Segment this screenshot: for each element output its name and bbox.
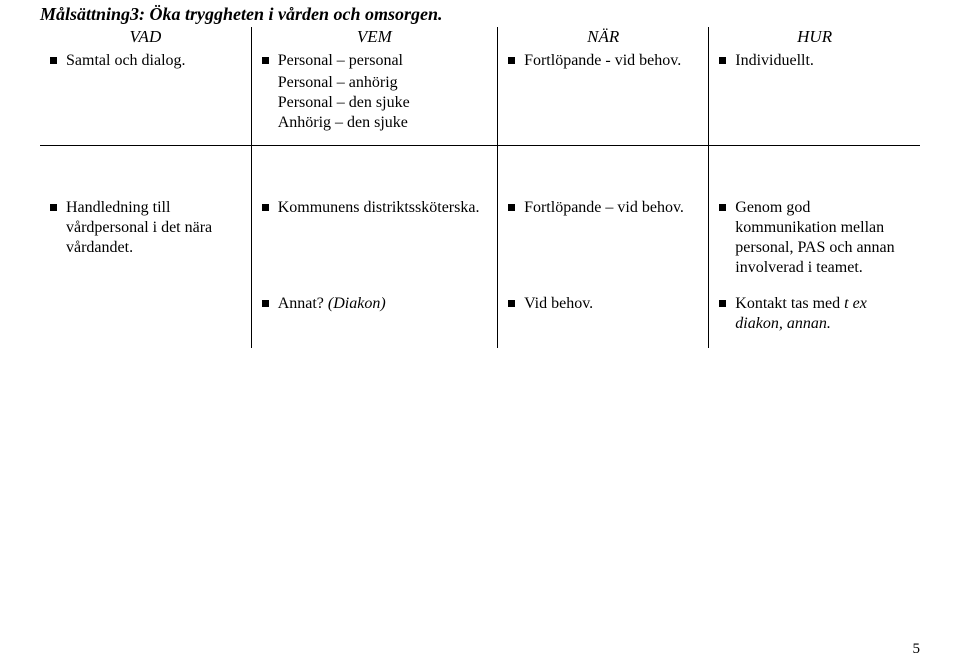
col-header-hur: HUR: [709, 27, 920, 49]
goal-table: VAD VEM NÄR HUR Samtal och dialog. Perso…: [40, 27, 920, 348]
cell-text-part: Annat?: [278, 295, 328, 312]
cell-text: Genom god kommunikation mellan personal,…: [717, 198, 912, 278]
col-header-nar: NÄR: [498, 27, 709, 49]
page-number: 5: [913, 641, 921, 658]
table-row: Handledning till vårdpersonal i det nära…: [40, 196, 920, 292]
cell-text: Anhörig – den sjuke: [260, 113, 489, 133]
page-title: Målsättning3: Öka tryggheten i vården oc…: [40, 0, 920, 25]
cell-text: Personal – anhörig: [260, 73, 489, 93]
col-header-vem: VEM: [251, 27, 497, 49]
table-row: Samtal och dialog. Personal – personal P…: [40, 49, 920, 146]
cell-text: Personal – den sjuke: [260, 93, 489, 113]
col-header-vad: VAD: [40, 27, 251, 49]
cell-text: Personal – personal: [260, 51, 489, 71]
cell-text: Individuellt.: [717, 51, 912, 71]
table-row: Annat? (Diakon) Vid behov. Kontakt tas m…: [40, 292, 920, 348]
cell-text: Annat? (Diakon): [260, 294, 489, 314]
spacer-row: [40, 146, 920, 197]
cell-text: Kontakt tas med t ex diakon, annan.: [717, 294, 912, 334]
table-header-row: VAD VEM NÄR HUR: [40, 27, 920, 49]
cell-text: Handledning till vårdpersonal i det nära…: [48, 198, 243, 258]
cell-text-part: Kontakt tas med: [735, 295, 844, 312]
cell-text: Vid behov.: [506, 294, 700, 314]
cell-text: Fortlöpande – vid behov.: [506, 198, 700, 218]
cell-text: Kommunens distriktssköterska.: [260, 198, 489, 218]
cell-text: Fortlöpande - vid behov.: [506, 51, 700, 71]
cell-text-italic: (Diakon): [328, 295, 386, 312]
cell-text: Samtal och dialog.: [48, 51, 243, 71]
